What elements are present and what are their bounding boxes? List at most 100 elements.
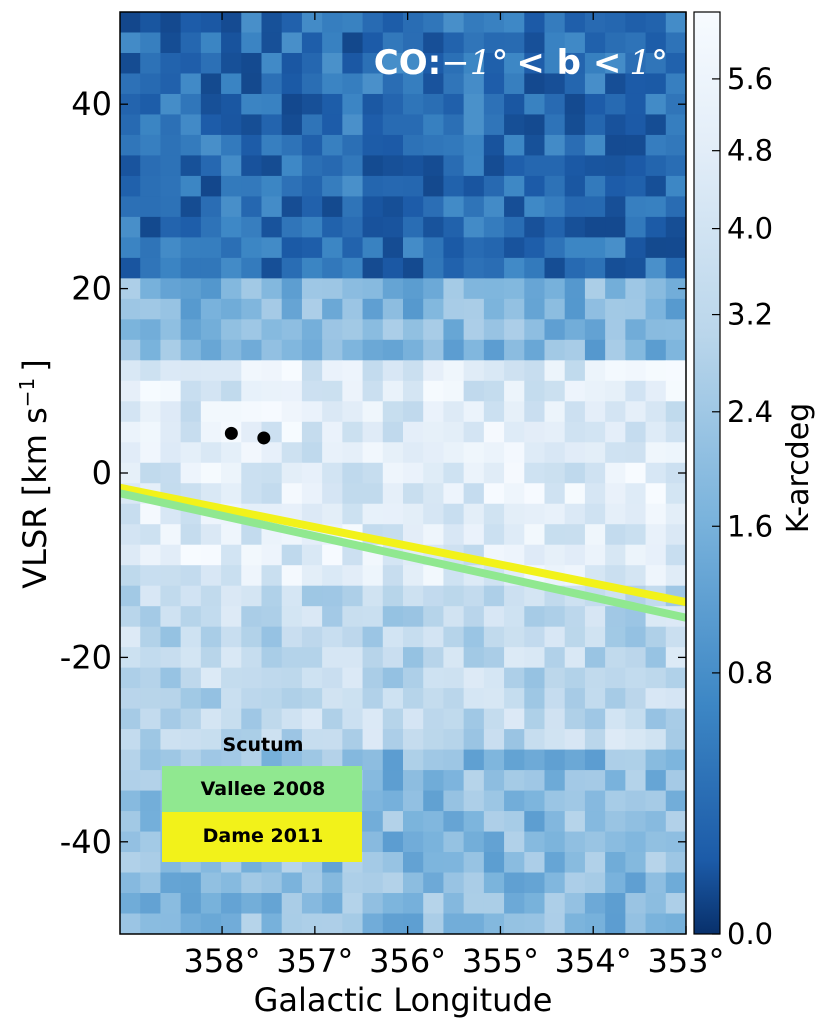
heatmap-cell [645, 401, 667, 423]
heatmap-cell [544, 421, 566, 443]
heatmap-cell [221, 298, 242, 320]
heatmap-cell [342, 114, 364, 136]
heatmap-cell [665, 380, 686, 402]
heatmap-cell [584, 544, 606, 566]
heatmap-cell [645, 298, 667, 320]
heatmap-cell [241, 524, 263, 546]
heatmap-cell [160, 52, 182, 75]
heatmap-cell [362, 503, 384, 525]
heatmap-cell [665, 483, 686, 505]
heatmap-cell [362, 155, 384, 177]
heatmap-cell [564, 421, 586, 443]
heatmap-cell [221, 360, 242, 382]
heatmap-cell [625, 155, 647, 177]
heatmap-cell [423, 524, 445, 546]
heatmap-cell [584, 524, 606, 546]
heatmap-cell [665, 626, 686, 648]
heatmap-cell [584, 606, 606, 628]
heatmap-cell [665, 770, 686, 792]
heatmap-cell [524, 442, 546, 464]
heatmap-cell [382, 155, 404, 177]
heatmap-cell [524, 52, 546, 75]
heatmap-cell [241, 893, 263, 915]
heatmap-cell [443, 831, 465, 853]
heatmap-cell [443, 114, 465, 136]
heatmap-cell [544, 462, 566, 484]
heatmap-cell [120, 708, 141, 730]
heatmap-cell [200, 32, 222, 54]
heatmap-cell [140, 32, 162, 54]
heatmap-cell [463, 278, 485, 300]
heatmap-cell [524, 852, 546, 874]
heatmap-cell [281, 114, 303, 136]
heatmap-cell [463, 626, 485, 648]
heatmap-cell [180, 380, 202, 402]
heatmap-cell [322, 462, 343, 484]
heatmap-cell [281, 73, 303, 95]
heatmap-cell [625, 565, 647, 587]
heatmap-cell [281, 483, 303, 505]
heatmap-cell [120, 134, 141, 157]
heatmap-cell [544, 134, 566, 157]
heatmap-cell [140, 421, 162, 443]
heatmap-cell [200, 626, 222, 648]
heatmap-cell [524, 503, 546, 525]
heatmap-cell [504, 831, 525, 853]
heatmap-cell [403, 749, 424, 771]
heatmap-cell [160, 544, 182, 566]
heatmap-cell [200, 380, 222, 402]
heatmap-cell [463, 606, 485, 628]
heatmap-cell [241, 32, 263, 54]
heatmap-cell [301, 155, 323, 177]
heatmap-cell [362, 442, 384, 464]
heatmap-cell [140, 503, 162, 525]
heatmap-cell [423, 852, 445, 874]
heatmap-cell [322, 52, 343, 75]
heatmap-cell [463, 93, 485, 116]
heatmap-cell [584, 319, 606, 341]
heatmap-cell [584, 12, 606, 34]
heatmap-cell [625, 237, 647, 259]
heatmap-cell [403, 667, 424, 689]
heatmap-cell [342, 729, 364, 751]
heatmap-cell [423, 73, 445, 95]
heatmap-cell [241, 196, 263, 218]
colorbar-tick-label: 0.0 [727, 917, 773, 951]
heatmap-cell [443, 913, 465, 934]
heatmap-cell [342, 606, 364, 628]
heatmap-cell [382, 462, 404, 484]
heatmap-cell [605, 216, 626, 238]
heatmap-cell [443, 893, 465, 915]
heatmap-cell [605, 913, 626, 934]
heatmap-cell [362, 237, 384, 259]
heatmap-cell [160, 667, 182, 689]
heatmap-cell [443, 749, 465, 771]
heatmap-cell [120, 606, 141, 628]
heatmap-cell [584, 667, 606, 689]
heatmap-cell [160, 626, 182, 648]
heatmap-cell [584, 298, 606, 320]
heatmap-cell [423, 831, 445, 853]
heatmap-cell [584, 442, 606, 464]
heatmap-cell [200, 729, 222, 751]
colorbar-tick-label: 4.0 [727, 212, 773, 246]
heatmap-cell [443, 196, 465, 218]
heatmap-cell [200, 708, 222, 730]
heatmap-cell [443, 237, 465, 259]
heatmap-cell [221, 483, 242, 505]
heatmap-cell [584, 647, 606, 669]
heatmap-cell [564, 339, 586, 361]
heatmap-cell [281, 380, 303, 402]
heatmap-cell [362, 196, 384, 218]
heatmap-cell [301, 483, 323, 505]
heatmap-cell [423, 155, 445, 177]
heatmap-cell [200, 524, 222, 546]
heatmap-cell [423, 770, 445, 792]
heatmap-cell [463, 585, 485, 607]
heatmap-cell [665, 688, 686, 710]
heatmap-cell [301, 729, 323, 751]
heatmap-cell [140, 708, 162, 730]
heatmap-cell [463, 442, 485, 464]
markers [224, 426, 271, 445]
heatmap-cell [281, 298, 303, 320]
